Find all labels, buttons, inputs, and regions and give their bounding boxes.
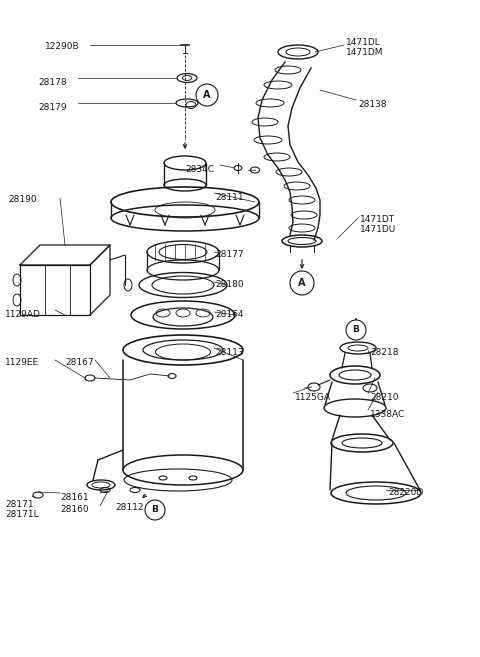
Text: 28180: 28180 (215, 280, 244, 289)
Text: 28167: 28167 (65, 358, 94, 367)
Text: 12290B: 12290B (45, 42, 80, 51)
Text: 28220D: 28220D (388, 488, 423, 497)
Circle shape (290, 271, 314, 295)
Text: B: B (353, 325, 360, 334)
Circle shape (346, 320, 366, 340)
Text: 28164: 28164 (215, 310, 243, 319)
Text: 1129AD: 1129AD (5, 310, 41, 319)
Text: 28171: 28171 (5, 500, 34, 509)
Text: 1471DT: 1471DT (360, 215, 395, 224)
Text: 1471DU: 1471DU (360, 225, 396, 234)
Text: 28179: 28179 (38, 103, 67, 112)
Text: 28112: 28112 (115, 503, 144, 512)
Text: 28177: 28177 (215, 250, 244, 259)
Text: 2834C: 2834C (185, 165, 214, 174)
Text: 28161: 28161 (60, 493, 89, 502)
Text: 28218: 28218 (370, 348, 398, 357)
Text: 28178: 28178 (38, 78, 67, 87)
Text: 28210: 28210 (370, 393, 398, 402)
Text: 1338AC: 1338AC (370, 410, 405, 419)
Text: 28190: 28190 (8, 195, 36, 204)
Text: 28171L: 28171L (5, 510, 38, 519)
Circle shape (196, 84, 218, 106)
Text: A: A (298, 278, 306, 288)
Text: 1125GA: 1125GA (295, 393, 331, 402)
Text: 1471DL: 1471DL (346, 38, 381, 47)
Text: 1129EE: 1129EE (5, 358, 39, 367)
Text: 1471DM: 1471DM (346, 48, 384, 57)
Text: A: A (203, 90, 211, 100)
Text: 28138: 28138 (358, 100, 386, 109)
Circle shape (145, 500, 165, 520)
Text: 28113: 28113 (215, 348, 244, 357)
Text: 28111: 28111 (215, 193, 244, 202)
Text: 28160: 28160 (60, 505, 89, 514)
Text: B: B (152, 505, 158, 514)
